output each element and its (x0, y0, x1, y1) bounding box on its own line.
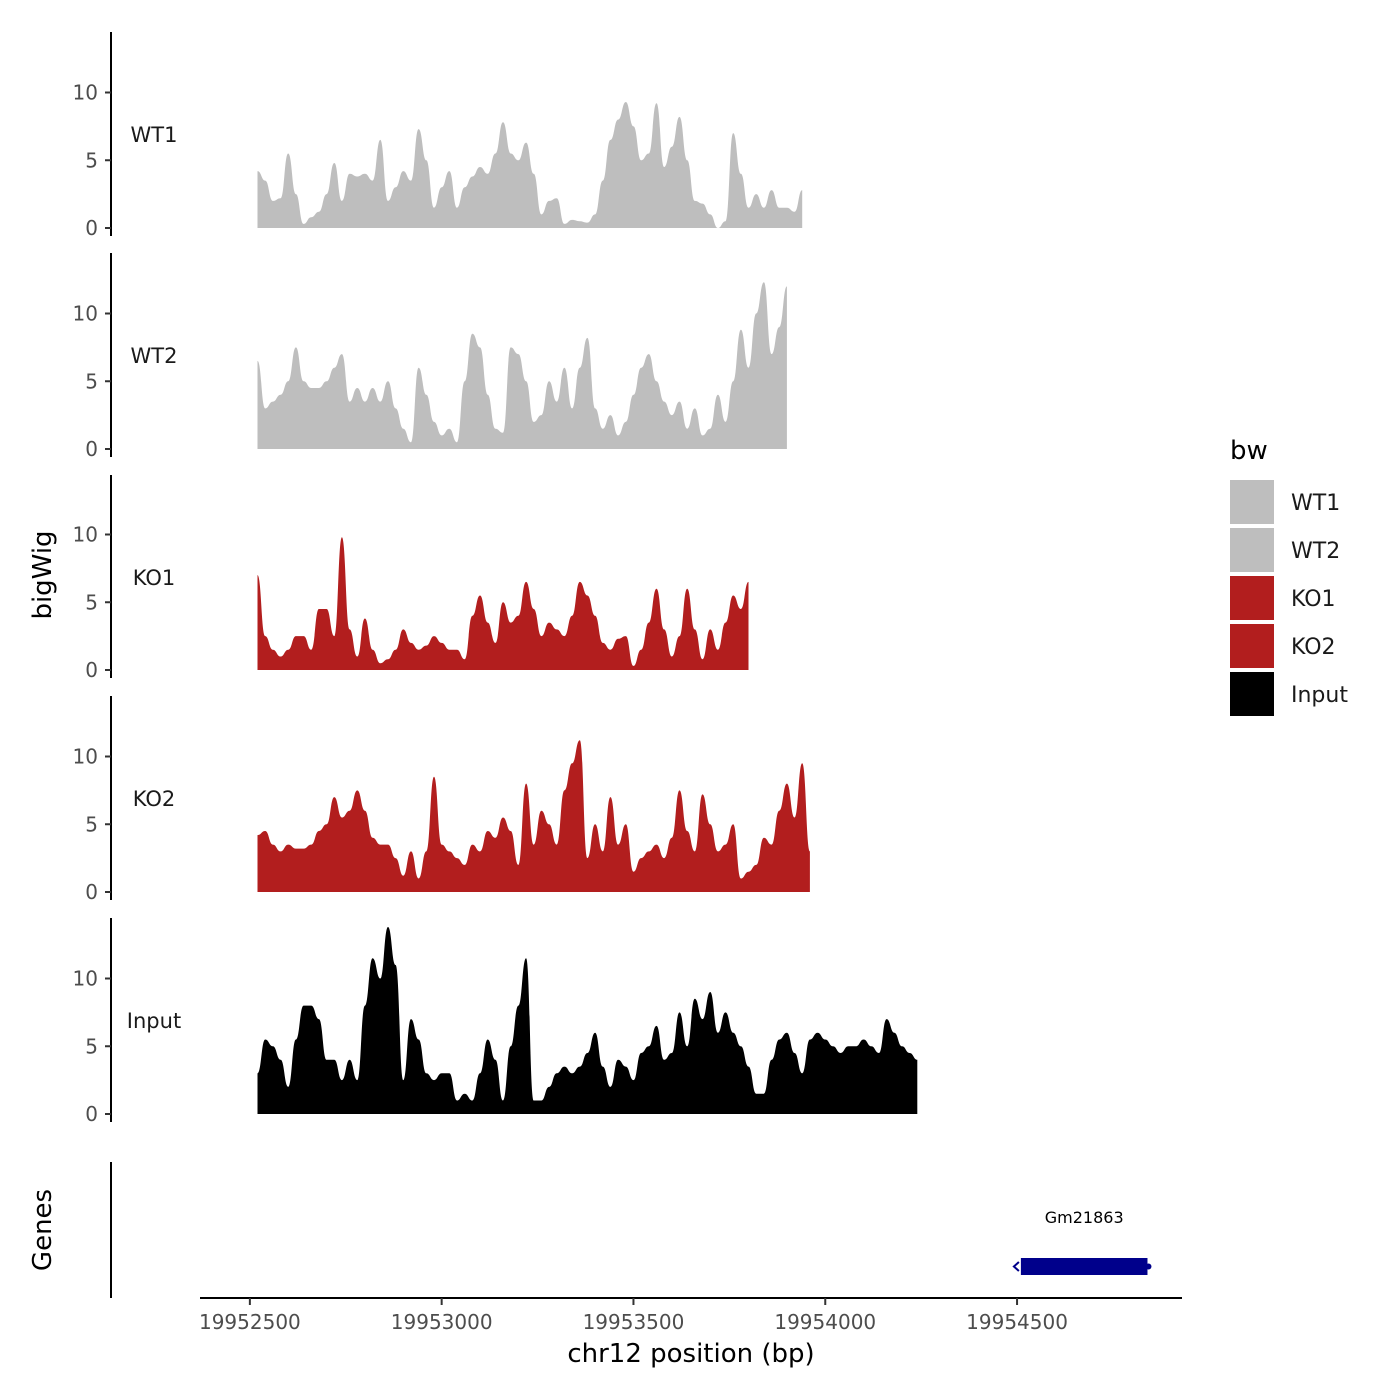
track-label: KO2 (133, 787, 176, 811)
legend-item-input: Input (1230, 672, 1348, 716)
legend-item-ko1: KO1 (1230, 576, 1336, 620)
signal-area-input (257, 927, 918, 1114)
legend-label: WT1 (1291, 491, 1340, 516)
track-ko1: 0 5 10 KO1 (73, 475, 749, 682)
legend: bw WT1 WT2 KO1 KO2 Input (1230, 436, 1348, 716)
legend-swatch (1230, 672, 1274, 716)
y-tick-label: 5 (85, 812, 98, 836)
legend-item-wt1: WT1 (1230, 480, 1340, 524)
legend-label: Input (1291, 683, 1348, 708)
y-tick-label: 5 (85, 369, 98, 393)
legend-swatch (1230, 624, 1274, 668)
y-tick-label: 10 (73, 302, 98, 326)
y-tick-label: 10 (73, 745, 98, 769)
x-tick-label: 19954500 (966, 1310, 1068, 1334)
track-label: Input (127, 1009, 181, 1033)
genes-panel: 19952500 19953000 19953500 19954000 19954500… (110, 1162, 1182, 1334)
track-label: WT1 (131, 123, 178, 147)
y-tick-label: 10 (73, 81, 98, 105)
x-tick-label: 19953000 (391, 1310, 493, 1334)
y-axis-title: bigWig (28, 530, 58, 619)
gene-body (1020, 1258, 1148, 1275)
y-tick-label: 0 (85, 1102, 98, 1126)
gene-gm21863: Gm21863 (1012, 1208, 1152, 1275)
legend-swatch (1230, 480, 1274, 524)
track-input: 0 5 10 Input (73, 918, 918, 1126)
signal-area-ko1 (257, 537, 749, 670)
y-tick-label: 0 (85, 216, 98, 240)
y-tick-label: 5 (85, 590, 98, 614)
legend-title: bw (1230, 436, 1268, 466)
signal-area-wt1 (257, 102, 803, 228)
x-axis-title: chr12 position (bp) (567, 1339, 814, 1369)
legend-item-ko2: KO2 (1230, 624, 1336, 668)
legend-swatch (1230, 576, 1274, 620)
y-tick-label: 5 (85, 1034, 98, 1058)
gene-label: Gm21863 (1045, 1208, 1124, 1227)
signal-tracks: 0 5 10 WT1 0 5 10 WT2 0 5 10 KO1 0 5 10 KO2 0 5 10 Input (73, 32, 918, 1126)
x-ticks: 19952500 19953000 19953500 19954000 19954500 (199, 1298, 1068, 1334)
legend-swatch (1230, 528, 1274, 572)
legend-label: WT2 (1291, 539, 1340, 564)
legend-item-wt2: WT2 (1230, 528, 1340, 572)
track-wt1: 0 5 10 WT1 (73, 32, 803, 240)
track-ko2: 0 5 10 KO2 (73, 696, 810, 904)
y-tick-label: 0 (85, 880, 98, 904)
x-tick-label: 19954000 (774, 1310, 876, 1334)
legend-label: KO2 (1291, 635, 1336, 660)
genes-axis-title: Genes (28, 1189, 58, 1271)
x-tick-label: 19952500 (199, 1310, 301, 1334)
gene-models: Gm21863 (1012, 1208, 1152, 1275)
x-tick-label: 19953500 (583, 1310, 685, 1334)
y-tick-label: 10 (73, 523, 98, 547)
gene-end-marker (1145, 1263, 1152, 1270)
track-label: KO1 (133, 566, 176, 590)
track-wt2: 0 5 10 WT2 (73, 253, 787, 461)
y-tick-label: 10 (73, 967, 98, 991)
legend-label: KO1 (1291, 587, 1336, 612)
y-tick-label: 0 (85, 437, 98, 461)
track-label: WT2 (131, 344, 178, 368)
y-tick-label: 5 (85, 148, 98, 172)
signal-area-ko2 (257, 740, 810, 892)
signal-area-wt2 (257, 282, 787, 449)
strand-arrow-icon (1012, 1261, 1020, 1272)
y-tick-label: 0 (85, 658, 98, 682)
